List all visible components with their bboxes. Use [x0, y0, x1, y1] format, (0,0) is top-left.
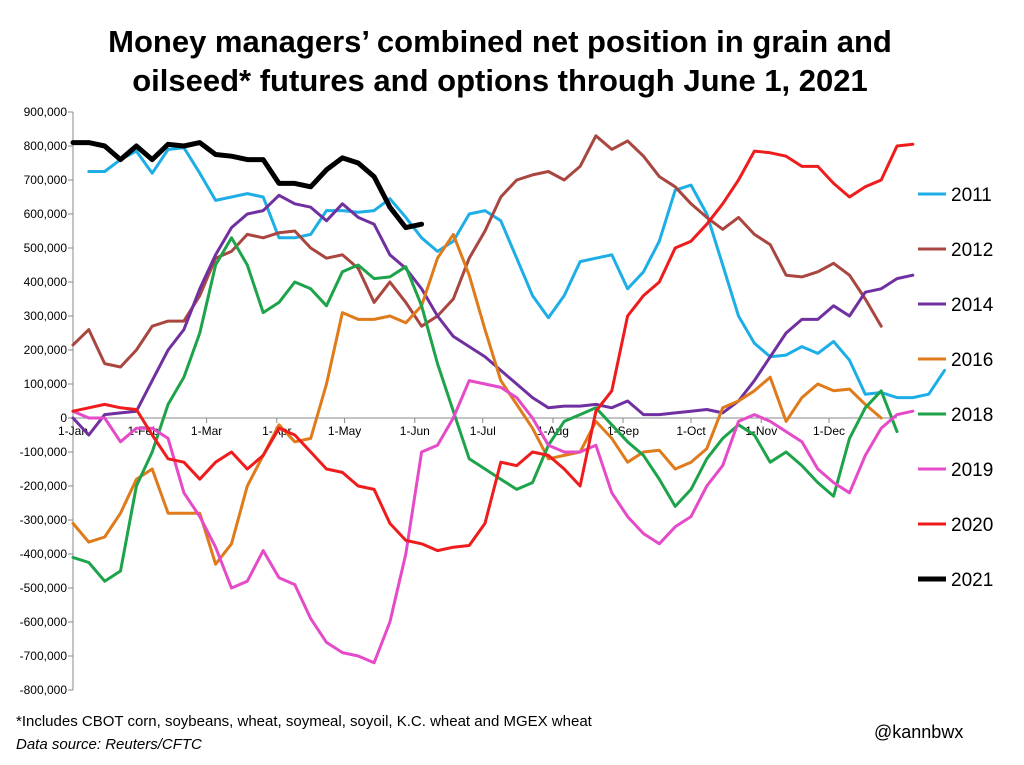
- chart-title-line-1: Money managers’ combined net position in…: [108, 24, 892, 59]
- series-line-2020: [71, 142, 915, 553]
- y-tick-label: 700,000: [24, 173, 68, 187]
- legend-label-2020: 2020: [951, 515, 993, 536]
- series-line-2011: [87, 146, 946, 400]
- author-handle: @kannbwx: [874, 722, 964, 742]
- y-tick-label: 500,000: [24, 241, 68, 255]
- series-layer: [70, 134, 946, 665]
- y-tick-label: 400,000: [24, 275, 68, 289]
- series-line-2014: [71, 193, 915, 437]
- data-source: Data source: Reuters/CFTC: [16, 736, 202, 753]
- legend-label-2018: 2018: [951, 405, 993, 426]
- series-line-2019: [71, 379, 915, 665]
- chart-title: Money managers’ combined net position in…: [0, 22, 1000, 100]
- chart-title-line-2: oilseed* futures and options through Jun…: [132, 63, 868, 98]
- y-tick-label: 600,000: [24, 207, 68, 221]
- x-tick-label: 1-Oct: [676, 424, 706, 438]
- series-line-2021: [70, 140, 425, 231]
- y-tick-label: 300,000: [24, 309, 68, 323]
- x-tick-label: 1-Mar: [191, 424, 222, 438]
- footnote: *Includes CBOT corn, soybeans, wheat, so…: [16, 713, 592, 730]
- y-tick-label: -800,000: [20, 683, 68, 697]
- y-tick-label: 800,000: [24, 139, 68, 153]
- y-tick-label: 900,000: [24, 105, 68, 119]
- y-axis: 900,000 800,000 700,000 600,000 500,000 400,0…: [20, 105, 74, 697]
- y-tick-label: -200,000: [20, 479, 68, 493]
- y-tick-label: -300,000: [20, 513, 68, 527]
- y-tick-label: 200,000: [24, 343, 68, 357]
- series-line-2012: [71, 134, 883, 369]
- legend-label-2021: 2021: [951, 570, 993, 591]
- legend-label-2016: 2016: [951, 350, 993, 371]
- legend-label-2011: 2011: [951, 185, 992, 206]
- y-tick-label: -700,000: [20, 649, 68, 663]
- y-tick-label: -600,000: [20, 615, 68, 629]
- y-tick-label: -100,000: [20, 445, 68, 459]
- y-tick-label: -500,000: [20, 581, 68, 595]
- legend: 2011 2012 2014 2016 2018 2019 2020 2021: [918, 185, 994, 591]
- series-line-2018: [71, 236, 899, 583]
- series-line-2016: [71, 232, 883, 566]
- x-tick-label: 1-May: [328, 424, 361, 438]
- line-chart: 900,000 800,000 700,000 600,000 500,000 400,0…: [20, 105, 994, 697]
- x-tick-label: 1-Jun: [400, 424, 430, 438]
- y-tick-label: 0: [60, 411, 67, 425]
- legend-label-2012: 2012: [951, 240, 993, 261]
- legend-label-2014: 2014: [951, 295, 994, 316]
- x-tick-label: 1-Dec: [813, 424, 845, 438]
- y-tick-label: -400,000: [20, 547, 68, 561]
- legend-label-2019: 2019: [951, 460, 993, 481]
- x-tick-label: 1-Jul: [470, 424, 496, 438]
- y-tick-label: 100,000: [24, 377, 68, 391]
